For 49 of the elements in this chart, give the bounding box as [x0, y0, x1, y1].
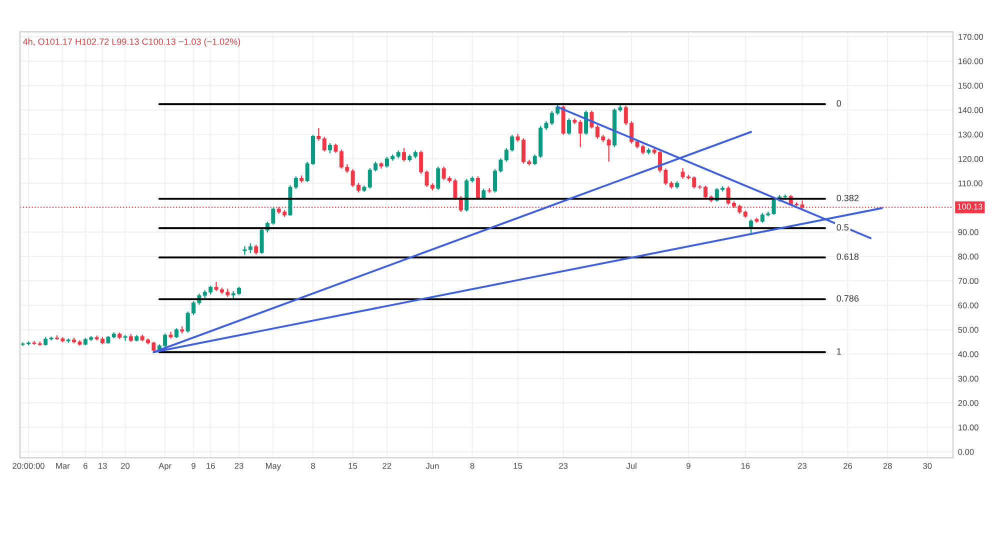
- y-tick-label: 160.00: [958, 58, 984, 64]
- x-tick-label: 15: [348, 463, 358, 469]
- x-tick-label: 30: [923, 462, 932, 469]
- x-tick-label: Jun: [426, 463, 439, 469]
- x-tick-label: 23: [798, 462, 807, 469]
- y-tick-label: 60.00: [958, 302, 978, 308]
- x-tick-label: Jul: [626, 462, 636, 469]
- x-tick-label: 16: [741, 462, 750, 469]
- x-tick-label: 28: [883, 462, 892, 469]
- y-tick-label: 10.00: [958, 424, 978, 430]
- x-tick-label: 20: [121, 462, 130, 469]
- y-tick-label: 120.00: [958, 156, 984, 162]
- y-tick-label: 150.00: [958, 82, 984, 89]
- y-tick-label: 20.00: [958, 400, 978, 406]
- y-tick-label: 50.00: [958, 326, 978, 333]
- series-label: 0.382: [836, 194, 859, 202]
- series-label: 0.5: [836, 224, 849, 231]
- y-tick-label: 110.00: [958, 180, 982, 186]
- series-label: 0.786: [836, 295, 859, 302]
- y-tick-label: 30.00: [958, 376, 978, 382]
- y-tick-label: 90.00: [958, 229, 978, 236]
- x-tick-label: May: [266, 463, 282, 470]
- y-tick-label: 170.00: [958, 34, 984, 40]
- y-tick-label: 130.00: [958, 132, 984, 138]
- x-tick-label: 9: [686, 462, 690, 469]
- x-tick-label: 8: [311, 462, 315, 469]
- series-label: 0: [836, 100, 842, 107]
- series-label: 1: [837, 348, 841, 354]
- x-tick-label: 23: [234, 462, 244, 469]
- x-tick-label: 13: [98, 462, 107, 469]
- text: 4h, O101.17 H102.72 L99.13 C100.13 −1.03 (−1.02%): [23, 38, 240, 47]
- series-label: 0.618: [836, 253, 859, 260]
- x-tick-label: 20:00:00: [12, 462, 44, 469]
- x-tick-label: 9: [192, 462, 196, 469]
- ref-line-label: 100.13: [958, 204, 982, 210]
- x-tick-label: 23: [559, 462, 568, 469]
- y-tick-label: 70.00: [958, 278, 978, 284]
- x-tick-label: 15: [514, 463, 522, 469]
- y-tick-label: 0.00: [958, 448, 974, 455]
- x-tick-label: 6: [84, 462, 88, 469]
- x-tick-label: 16: [206, 462, 215, 469]
- x-tick-label: 8: [470, 462, 474, 469]
- x-tick-label: Mar: [56, 463, 70, 469]
- x-tick-label: 22: [382, 462, 392, 469]
- y-tick-label: 40.00: [958, 351, 978, 358]
- y-tick-label: 140.00: [958, 107, 984, 114]
- x-tick-label: Apr: [158, 463, 172, 470]
- x-tick-label: 26: [844, 462, 852, 469]
- y-tick-label: 80.00: [958, 254, 978, 260]
